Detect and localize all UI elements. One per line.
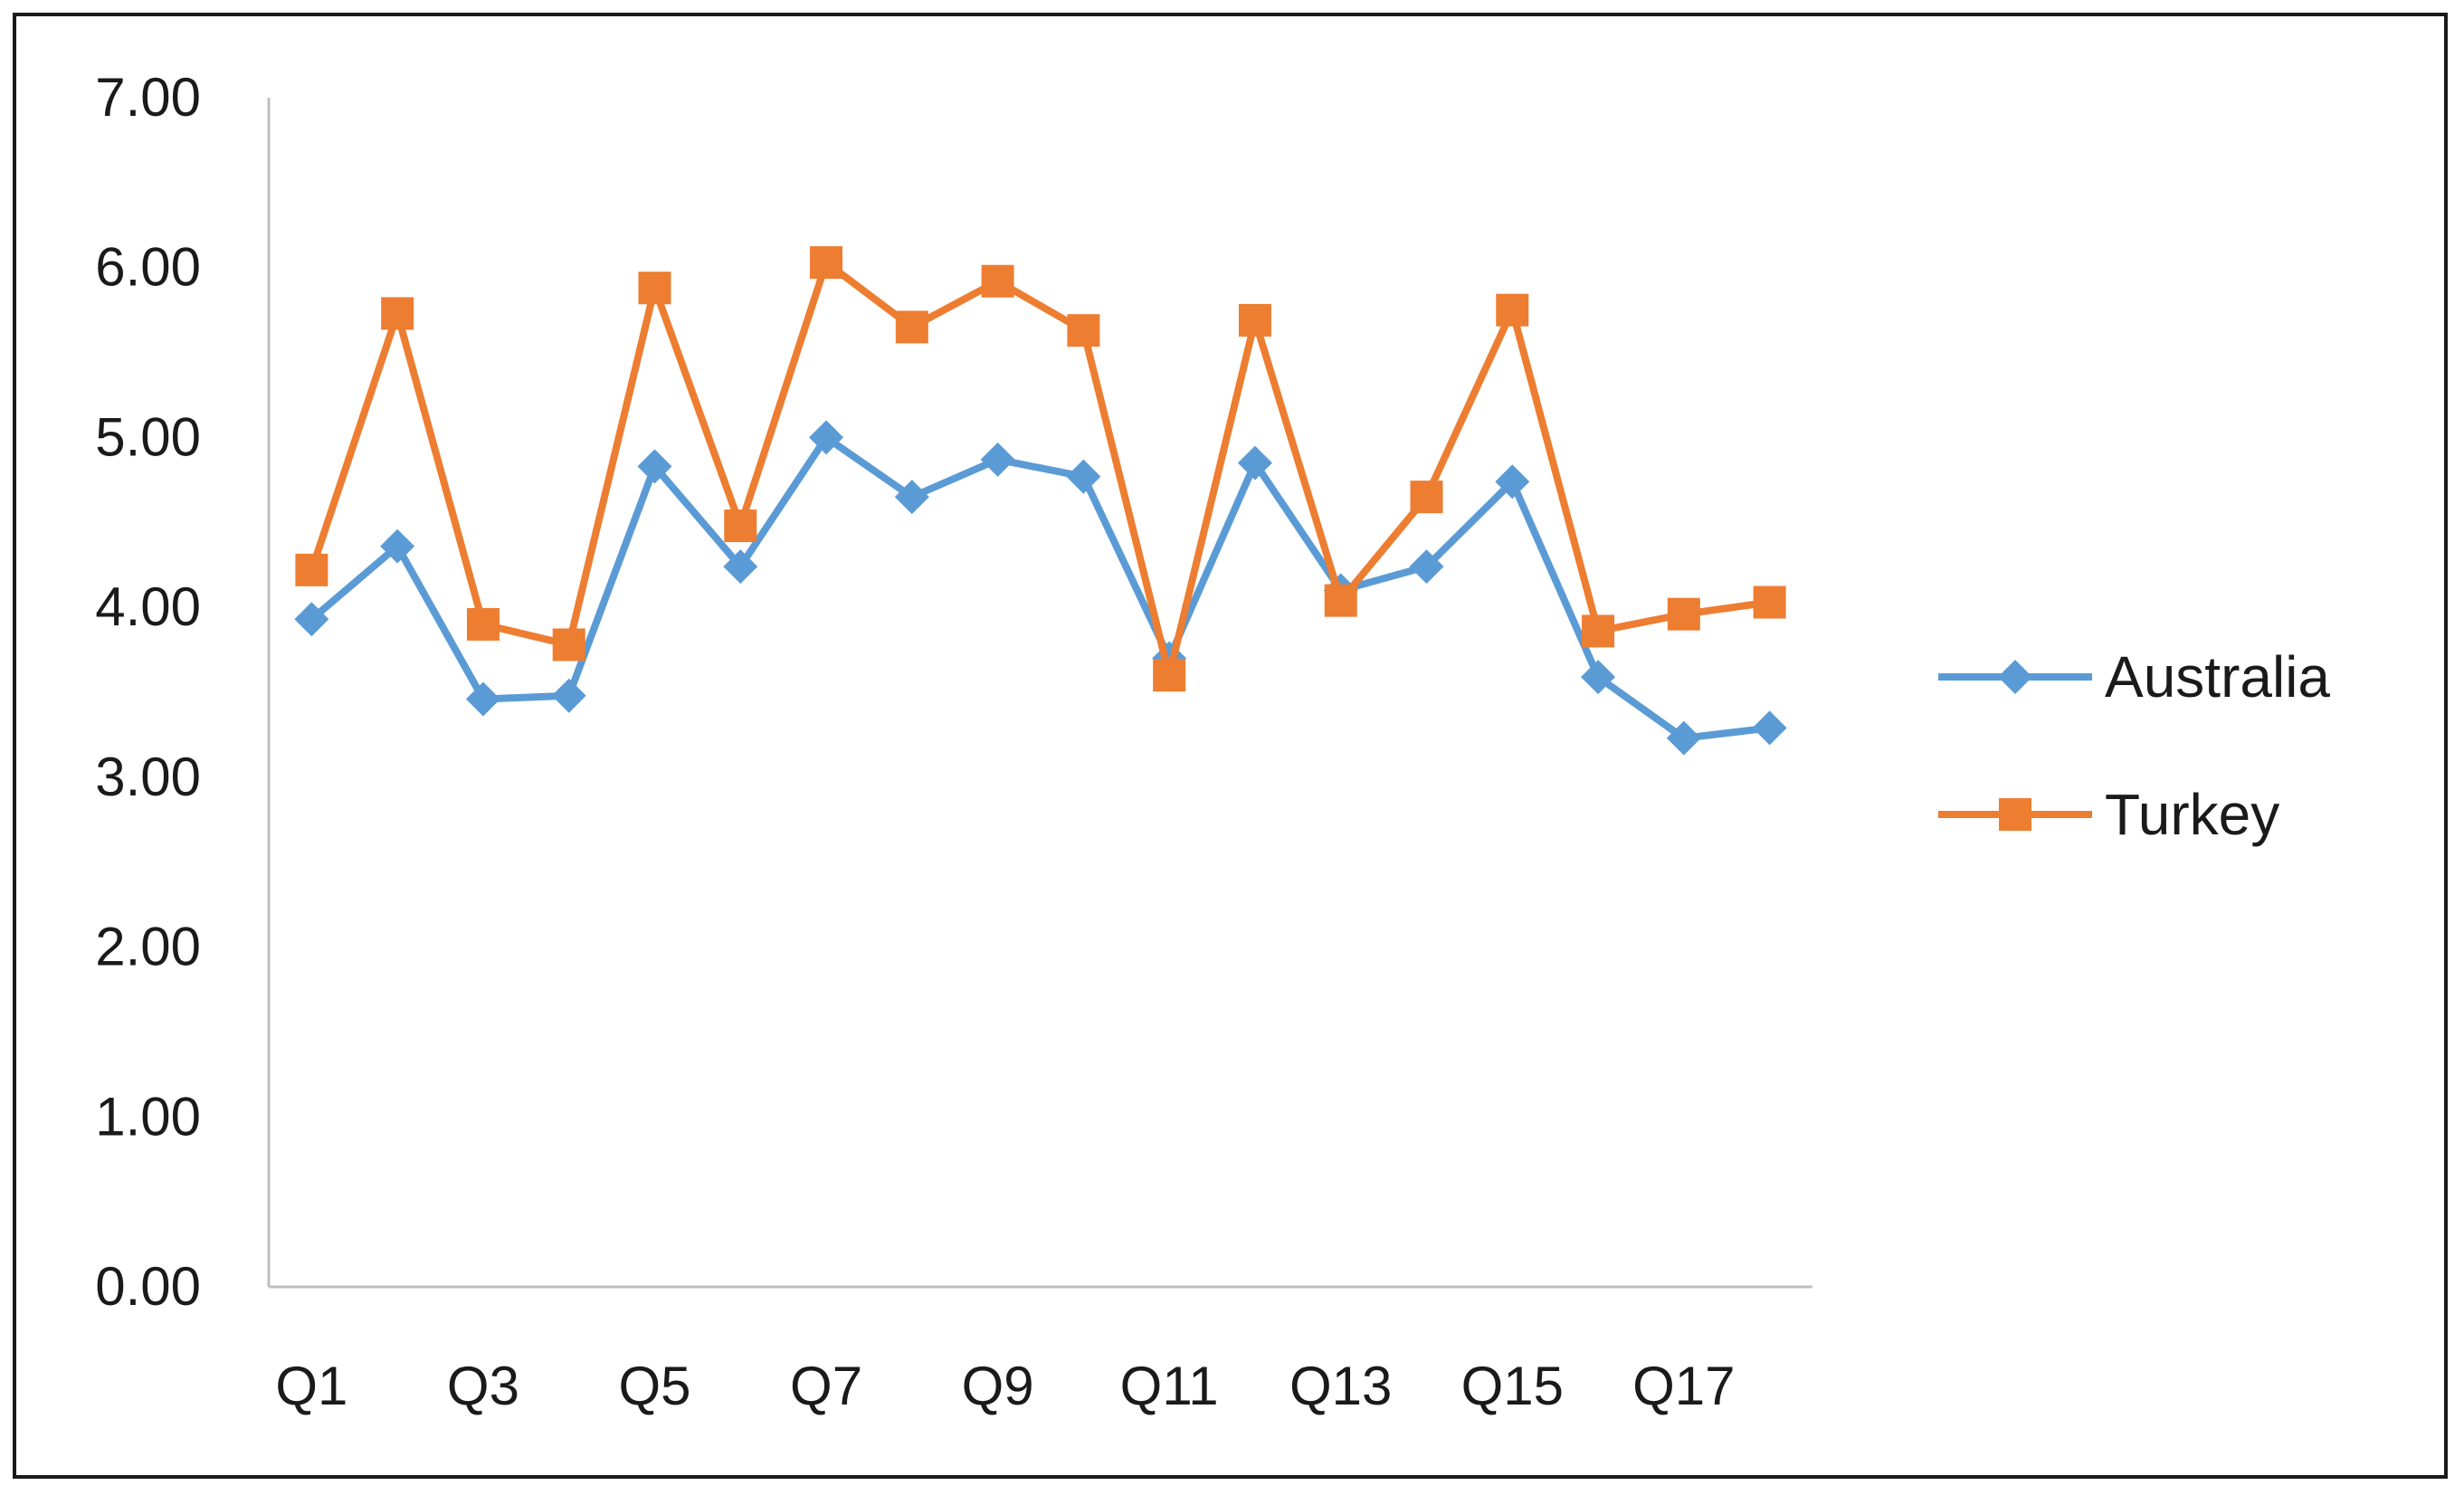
data-point-australia — [1409, 549, 1444, 585]
y-tick-label: 7.00 — [95, 67, 201, 128]
x-tick-label: Q7 — [790, 1356, 862, 1416]
y-tick-label: 5.00 — [95, 406, 201, 467]
x-tick-label: Q13 — [1289, 1356, 1392, 1416]
series-turkey — [295, 246, 1786, 692]
data-point-australia — [294, 602, 329, 637]
data-point-turkey — [1582, 614, 1615, 648]
series-layer — [294, 246, 1787, 756]
series-line-australia — [309, 433, 1771, 742]
series-australia — [294, 420, 1787, 756]
data-point-turkey — [1753, 586, 1786, 619]
data-point-turkey — [724, 509, 757, 543]
legend: Australia Turkey — [1938, 644, 2330, 847]
data-point-turkey — [381, 297, 414, 330]
data-point-turkey — [981, 264, 1014, 298]
data-point-australia — [1066, 459, 1101, 494]
data-point-australia — [809, 420, 844, 455]
data-point-turkey — [466, 607, 499, 641]
y-tick-label: 3.00 — [95, 747, 201, 807]
x-tick-label: Q3 — [447, 1356, 519, 1416]
legend-item-australia: Australia — [1938, 644, 2330, 709]
data-point-turkey — [552, 628, 585, 662]
y-tick-label: 0.00 — [95, 1256, 201, 1317]
y-tick-label: 1.00 — [95, 1086, 201, 1147]
data-point-australia — [1581, 660, 1616, 695]
data-point-turkey — [1067, 314, 1100, 348]
y-axis: 0.00 1.00 2.00 3.00 4.00 5.00 6.00 7.00 — [95, 67, 271, 1317]
x-tick-label: Q5 — [618, 1356, 690, 1416]
data-point-turkey — [1496, 293, 1529, 327]
y-tick-label: 2.00 — [95, 917, 201, 977]
data-point-australia — [1495, 464, 1530, 500]
data-point-turkey — [295, 553, 328, 586]
legend-label: Australia — [2105, 644, 2330, 709]
x-tick-label: Q11 — [1120, 1356, 1219, 1416]
x-tick-label: Q9 — [962, 1356, 1034, 1416]
data-point-australia — [1752, 710, 1787, 746]
legend-marker-australia — [1998, 660, 2032, 694]
data-point-turkey — [895, 310, 928, 344]
legend-item-turkey: Turkey — [1938, 782, 2279, 847]
data-point-turkey — [1153, 659, 1186, 692]
data-point-australia — [1237, 445, 1272, 481]
data-point-turkey — [1410, 481, 1443, 514]
x-tick-label: Q15 — [1461, 1356, 1564, 1416]
data-point-australia — [637, 449, 672, 484]
legend-marker-turkey — [1999, 798, 2031, 831]
data-point-turkey — [1667, 597, 1700, 631]
data-point-australia — [1666, 720, 1701, 756]
y-tick-label: 4.00 — [95, 576, 201, 637]
x-tick-label: Q17 — [1632, 1356, 1735, 1416]
data-point-turkey — [638, 271, 671, 305]
chart-frame — [13, 13, 2448, 1479]
data-point-australia — [980, 442, 1015, 477]
x-tick-label: Q1 — [275, 1356, 347, 1416]
x-axis: Q1 Q3 Q5 Q7 Q9 Q11 Q13 Q15 Q17 — [269, 1285, 1812, 1416]
data-point-australia — [465, 681, 500, 717]
y-tick-label: 6.00 — [95, 237, 201, 298]
data-point-turkey — [1238, 303, 1271, 337]
data-point-australia — [723, 549, 758, 585]
data-point-australia — [894, 480, 929, 515]
data-point-turkey — [1324, 584, 1357, 617]
data-point-australia — [380, 528, 415, 564]
legend-label: Turkey — [2105, 782, 2279, 847]
data-point-australia — [551, 678, 586, 713]
data-point-turkey — [810, 246, 843, 280]
